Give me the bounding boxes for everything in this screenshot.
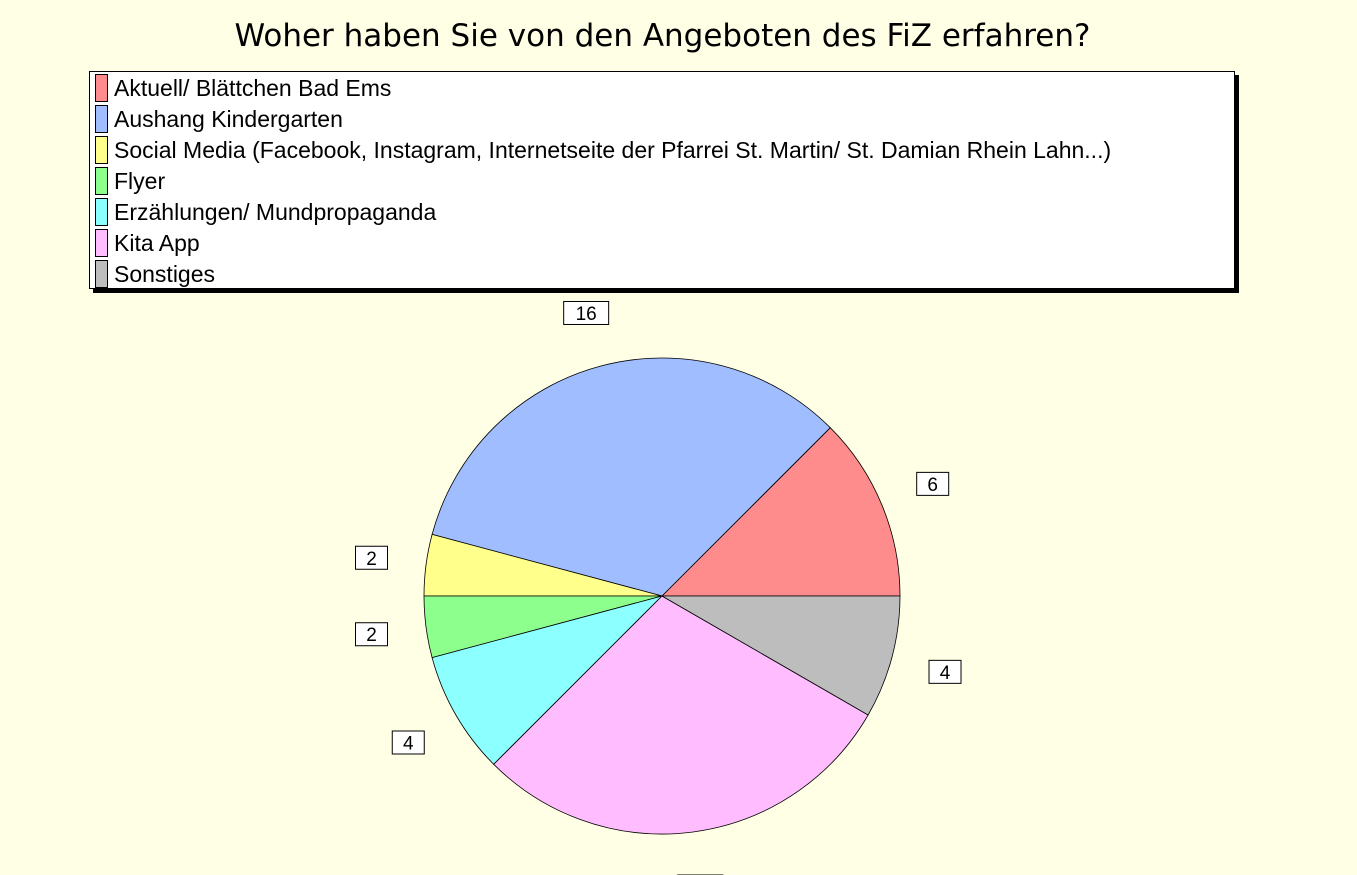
pie-slice bbox=[660, 595, 901, 716]
legend-label: Aushang Kindergarten bbox=[114, 105, 343, 132]
legend-item: Aushang Kindergarten bbox=[95, 105, 343, 133]
legend-item: Sonstiges bbox=[95, 260, 215, 288]
pie-slice bbox=[431, 357, 831, 597]
data-label: 4 bbox=[928, 659, 962, 684]
data-label-box bbox=[391, 730, 425, 755]
legend-swatch bbox=[95, 198, 108, 226]
legend-label: Sonstiges bbox=[114, 260, 216, 287]
data-label-box bbox=[355, 622, 389, 647]
data-label-box bbox=[355, 545, 389, 570]
data-label: 16 bbox=[563, 300, 610, 325]
data-label-text: 4 bbox=[940, 663, 951, 684]
pie-slice bbox=[431, 595, 664, 765]
legend-label: Social Media (Facebook, Instagram, Inter… bbox=[114, 136, 1112, 163]
legend-label: Erzählungen/ Mundpropaganda bbox=[114, 198, 437, 225]
legend-swatch bbox=[95, 105, 108, 133]
data-label-text: 4 bbox=[403, 734, 414, 755]
data-label: 2 bbox=[355, 545, 389, 570]
legend-item: Social Media (Facebook, Instagram, Inter… bbox=[95, 136, 1111, 164]
data-label-text: 2 bbox=[366, 625, 377, 646]
data-label-text: 2 bbox=[366, 549, 377, 570]
data-label-text: 6 bbox=[927, 475, 938, 496]
legend-label: Aktuell/ Blättchen Bad Ems bbox=[114, 74, 392, 101]
legend-label: Kita App bbox=[114, 229, 200, 256]
data-label-text: 16 bbox=[576, 304, 597, 325]
legend-item: Erzählungen/ Mundpropaganda bbox=[95, 198, 436, 226]
legend-swatch bbox=[95, 260, 108, 288]
legend-item: Flyer bbox=[95, 167, 165, 195]
pie-slice bbox=[661, 427, 901, 597]
data-label-box bbox=[563, 300, 610, 325]
data-label-box bbox=[928, 659, 962, 684]
legend: Aktuell/ Blättchen Bad Ems Aushang Kinder… bbox=[89, 71, 1235, 289]
legend-swatch bbox=[95, 229, 108, 257]
legend-label: Flyer bbox=[114, 167, 166, 194]
pie-slice bbox=[493, 595, 869, 835]
legend-swatch bbox=[95, 136, 108, 164]
legend-swatch bbox=[95, 167, 108, 195]
legend-item: Kita App bbox=[95, 229, 200, 257]
chart-title: Woher haben Sie von den Angeboten des Fi… bbox=[234, 18, 1091, 54]
data-label: 6 bbox=[916, 471, 950, 496]
data-label: 4 bbox=[391, 730, 425, 755]
legend-swatch bbox=[95, 74, 108, 102]
data-label: 2 bbox=[355, 622, 389, 647]
legend-item: Aktuell/ Blättchen Bad Ems bbox=[95, 74, 391, 102]
data-label-box bbox=[916, 471, 950, 496]
